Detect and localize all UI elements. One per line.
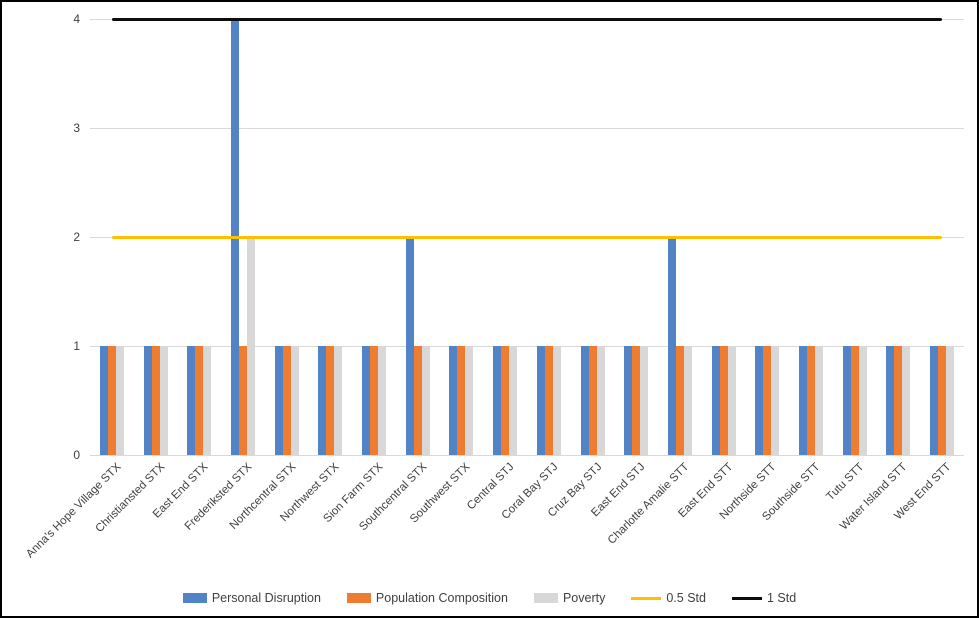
- bar-poverty: [858, 346, 867, 455]
- bar-personal-disruption: [755, 346, 764, 455]
- bar-poverty: [159, 346, 168, 455]
- bar-population-composition: [151, 346, 160, 455]
- legend-label-population-composition: Population Composition: [375, 591, 508, 605]
- legend-swatch-population-composition: [346, 593, 371, 603]
- bar-poverty: [203, 346, 212, 455]
- ref-line-1-std: [111, 17, 943, 21]
- bar-population-composition: [195, 346, 204, 455]
- bar-population-composition: [719, 346, 728, 455]
- bar-personal-disruption: [187, 346, 196, 455]
- bar-poverty: [771, 346, 780, 455]
- bar-poverty: [421, 346, 430, 455]
- bar-poverty: [683, 346, 692, 455]
- legend-item-1-std: 1 Std: [731, 591, 797, 605]
- legend-label-0-5-std: 0.5 Std: [666, 591, 706, 605]
- bar-population-composition: [763, 346, 772, 455]
- legend-label-poverty: Poverty: [562, 591, 606, 605]
- bar-personal-disruption: [99, 346, 108, 455]
- bar-personal-disruption: [580, 346, 589, 455]
- bar-personal-disruption: [711, 346, 720, 455]
- bar-population-composition: [544, 346, 553, 455]
- bar-population-composition: [894, 346, 903, 455]
- bar-population-composition: [282, 346, 291, 455]
- bar-personal-disruption: [274, 346, 283, 455]
- y-axis-tick-label: 0: [73, 448, 80, 462]
- legend-swatch-personal-disruption: [182, 593, 207, 603]
- bar-personal-disruption: [405, 237, 414, 455]
- bar-personal-disruption: [318, 346, 327, 455]
- bar-personal-disruption: [362, 346, 371, 455]
- legend-swatch-1-std: [731, 596, 762, 600]
- bar-population-composition: [238, 346, 247, 455]
- bar-personal-disruption: [799, 346, 808, 455]
- gridline: [90, 454, 964, 456]
- bar-personal-disruption: [493, 346, 502, 455]
- legend: Personal Disruption Population Compositio…: [2, 587, 977, 609]
- legend-item-poverty: Poverty: [533, 591, 606, 605]
- bar-poverty: [290, 346, 299, 455]
- bar-poverty: [596, 346, 605, 455]
- legend-label-personal-disruption: Personal Disruption: [211, 591, 321, 605]
- bar-personal-disruption: [449, 346, 458, 455]
- bar-poverty: [552, 346, 561, 455]
- bar-poverty: [902, 346, 911, 455]
- bar-population-composition: [501, 346, 510, 455]
- bar-personal-disruption: [930, 346, 939, 455]
- bar-population-composition: [675, 346, 684, 455]
- y-axis-tick-label: 3: [73, 121, 80, 135]
- legend-swatch-poverty: [533, 593, 558, 603]
- bar-population-composition: [326, 346, 335, 455]
- bar-poverty: [334, 346, 343, 455]
- bar-personal-disruption: [536, 346, 545, 455]
- y-axis-tick-label: 4: [73, 12, 80, 26]
- bar-poverty: [815, 346, 824, 455]
- bar-personal-disruption: [886, 346, 895, 455]
- bar-population-composition: [457, 346, 466, 455]
- bar-population-composition: [632, 346, 641, 455]
- gridline: [90, 345, 964, 347]
- legend-swatch-0-5-std: [631, 596, 662, 600]
- bar-personal-disruption: [624, 346, 633, 455]
- bar-poverty: [115, 346, 124, 455]
- bar-poverty: [946, 346, 955, 455]
- bar-population-composition: [850, 346, 859, 455]
- y-axis-tick-label: 2: [73, 230, 80, 244]
- bar-personal-disruption: [667, 237, 676, 455]
- bar-poverty: [465, 346, 474, 455]
- gridline: [90, 127, 964, 129]
- bar-poverty: [640, 346, 649, 455]
- bar-population-composition: [938, 346, 947, 455]
- bar-personal-disruption: [143, 346, 152, 455]
- bar-poverty: [727, 346, 736, 455]
- legend-item-population-composition: Population Composition: [346, 591, 508, 605]
- bar-population-composition: [107, 346, 116, 455]
- bar-population-composition: [370, 346, 379, 455]
- legend-item-0-5-std: 0.5 Std: [631, 591, 706, 605]
- ref-line-0-5-std: [111, 235, 943, 239]
- bar-population-composition: [413, 346, 422, 455]
- bar-poverty: [509, 346, 518, 455]
- bar-poverty: [378, 346, 387, 455]
- bar-poverty: [246, 237, 255, 455]
- bar-population-composition: [807, 346, 816, 455]
- legend-label-1-std: 1 Std: [766, 591, 797, 605]
- bar-personal-disruption: [842, 346, 851, 455]
- y-axis-tick-label: 1: [73, 339, 80, 353]
- bar-population-composition: [588, 346, 597, 455]
- legend-item-personal-disruption: Personal Disruption: [182, 591, 321, 605]
